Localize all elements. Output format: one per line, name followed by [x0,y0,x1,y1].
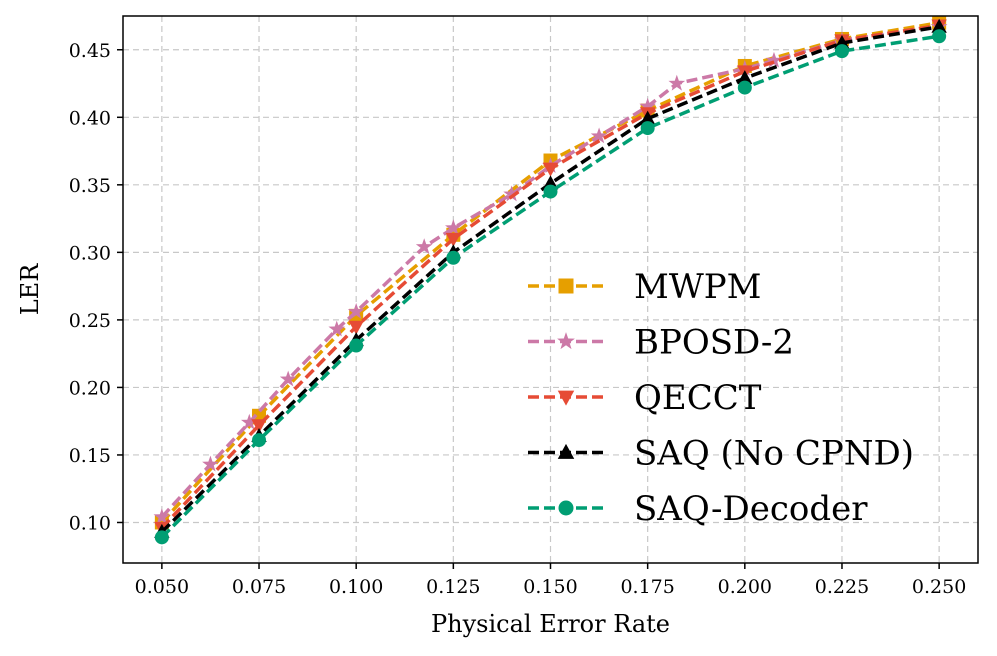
series-line [160,25,940,534]
data-point [668,74,686,91]
legend-marker [558,500,574,516]
legend-entry: SAQ (No CPND) [528,434,914,474]
data-point [415,238,433,255]
legend-entry: SAQ-Decoder [528,489,868,529]
data-point [445,232,462,247]
data-point [348,320,364,335]
grid [123,16,978,563]
y-axis-label: LER [16,263,44,315]
x-axis-label: Physical Error Rate [431,610,670,638]
legend-label: SAQ-Decoder [634,489,868,529]
data-point [445,219,462,236]
legend-label: SAQ (No CPND) [634,434,914,474]
y-tick-label: 0.45 [69,40,111,62]
data-point [765,51,783,68]
y-tick-label: 0.35 [69,175,111,197]
x-tick-label: 0.250 [912,576,966,598]
axis-ticks: 0.050 0.075 0.100 0.125 0.150 0.175 0.200 0.225… [69,40,967,598]
data-point [542,162,559,177]
x-tick-label: 0.050 [135,576,189,598]
legend-marker [558,278,574,294]
y-tick-label: 0.25 [69,310,111,332]
data-point [446,250,461,265]
data-point [279,370,297,387]
legend-label: QECCT [634,378,762,418]
y-tick-label: 0.10 [69,512,111,534]
series-line [160,25,940,519]
x-tick-label: 0.100 [329,576,383,598]
y-tick-label: 0.30 [69,242,111,264]
data-point [931,18,947,33]
data-point [639,97,656,114]
data-point [932,29,947,44]
x-tick-label: 0.125 [426,576,480,598]
x-tick-label: 0.150 [523,576,577,598]
series-saq-decoder [154,29,947,545]
data-point [639,110,656,125]
data-point [640,121,655,136]
data-point [834,44,849,59]
x-tick-label: 0.175 [620,576,674,598]
y-tick-label: 0.15 [69,445,111,467]
data-point [240,413,258,430]
legend: MWPM BPOSD-2 QECCT SAQ (No CPND) SAQ-Decoder [528,267,914,529]
data-point [252,433,267,448]
legend-marker [557,443,575,459]
y-tick-label: 0.40 [69,107,111,129]
x-tick-label: 0.075 [232,576,286,598]
data-point [251,419,267,434]
legend-marker [557,390,575,406]
data-point [737,70,753,85]
legend-label: MWPM [634,267,761,307]
data-point [349,338,364,353]
legend-entry: QECCT [528,378,762,418]
legend-marker [557,332,575,350]
y-tick-label: 0.20 [69,377,111,399]
data-point [543,184,558,199]
legend-entry: MWPM [528,267,761,307]
series-group [153,15,948,545]
data-point [347,303,365,319]
data-point [590,127,608,144]
legend-label: BPOSD-2 [634,323,794,363]
data-point [153,508,171,525]
data-point [503,185,520,202]
legend-entry: BPOSD-2 [528,323,794,363]
data-point [202,455,219,472]
x-tick-label: 0.225 [815,576,869,598]
x-tick-label: 0.200 [718,576,772,598]
data-point [328,320,346,337]
data-point [154,530,169,545]
data-point [737,80,752,95]
